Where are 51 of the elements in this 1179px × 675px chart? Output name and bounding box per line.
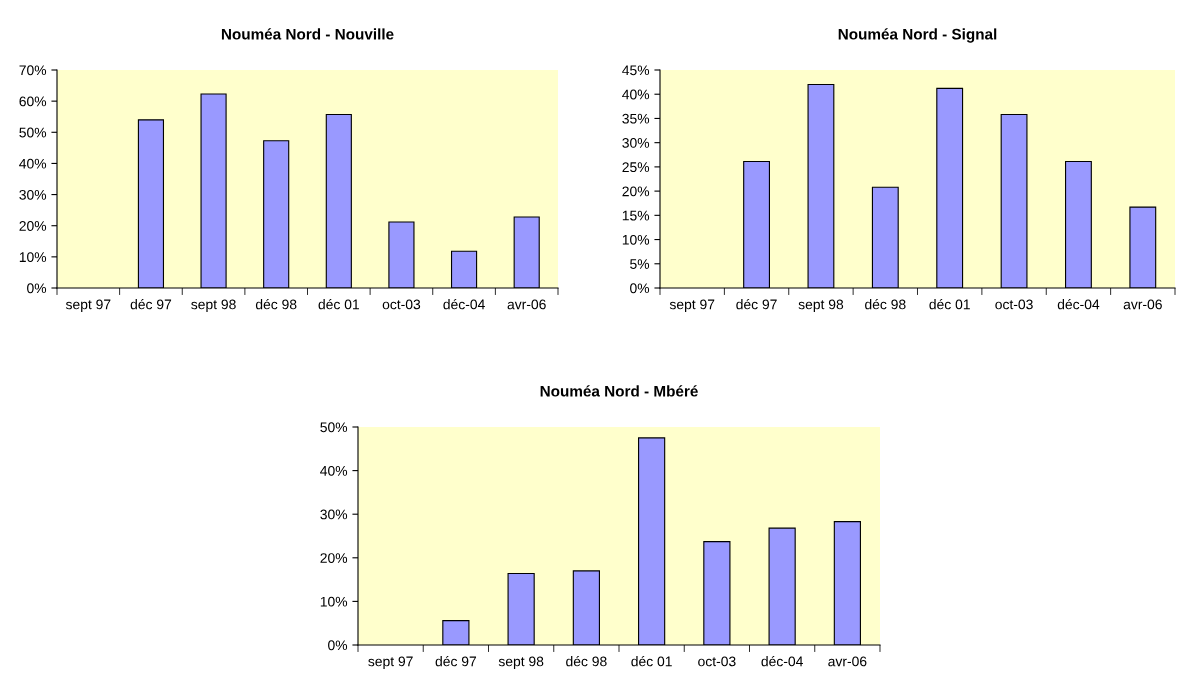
chart-title: Nouméa Nord - Signal	[838, 28, 997, 43]
y-tick-label: 30%	[622, 138, 650, 148]
y-tick-label: 30%	[19, 189, 47, 200]
y-tick-label: 50%	[19, 127, 47, 138]
y-tick-label: 40%	[320, 465, 348, 476]
y-tick-label: 0%	[27, 283, 47, 294]
x-tick-label: avr-06	[507, 299, 546, 310]
x-tick-label: déc 01	[929, 298, 970, 310]
y-tick-label: 20%	[19, 221, 47, 231]
y-tick-label: 45%	[622, 65, 650, 76]
y-tick-label: 50%	[320, 422, 348, 433]
y-tick-label: 0%	[328, 640, 348, 651]
x-tick-label: oct-03	[995, 299, 1033, 310]
y-tick-label: 5%	[630, 259, 650, 269]
y-tick-label: 10%	[622, 234, 650, 245]
x-tick-label: déc 01	[318, 298, 359, 310]
x-tick-label: oct-03	[698, 656, 736, 667]
x-tick-label: sept 98	[798, 299, 844, 313]
y-tick-label: 20%	[622, 186, 650, 197]
x-tick-label: déc-04	[443, 298, 485, 310]
y-tick-label: 20%	[320, 553, 348, 563]
x-tick-label: déc 98	[566, 655, 607, 667]
x-tick-label: sept 98	[191, 299, 236, 313]
x-tick-label: avr-06	[1123, 299, 1162, 310]
x-tick-label: déc-04	[1057, 298, 1100, 310]
x-tick-label: sept 97	[368, 656, 413, 670]
y-tick-label: 15%	[622, 210, 650, 221]
x-tick-label: déc 97	[435, 655, 477, 667]
y-tick-label: 60%	[19, 96, 47, 107]
x-tick-label: déc 98	[865, 298, 906, 310]
y-tick-label: 10%	[19, 252, 47, 263]
y-tick-label: 10%	[320, 596, 348, 607]
x-tick-label: avr-06	[828, 656, 867, 667]
y-tick-label: 40%	[19, 158, 47, 169]
chart-title: Nouméa Nord - Nouville	[221, 28, 394, 40]
y-tick-label: 35%	[622, 113, 650, 124]
y-tick-label: 70%	[19, 65, 47, 76]
y-tick-label: 40%	[622, 89, 650, 100]
x-tick-label: déc 01	[631, 655, 672, 667]
x-tick-label: sept 98	[498, 656, 544, 670]
y-tick-label: 30%	[320, 509, 348, 520]
x-tick-label: déc-04	[761, 655, 803, 667]
y-tick-label: 0%	[630, 283, 650, 294]
chart-title: Nouméa Nord - Mbéré	[540, 385, 698, 397]
x-tick-label: sept 97	[669, 299, 715, 313]
x-tick-label: déc 97	[736, 298, 777, 310]
x-tick-label: oct-03	[382, 299, 421, 310]
x-tick-label: sept 97	[65, 299, 111, 313]
x-tick-label: déc 98	[255, 298, 297, 310]
x-tick-label: déc 97	[130, 298, 172, 310]
y-tick-label: 25%	[622, 162, 650, 173]
